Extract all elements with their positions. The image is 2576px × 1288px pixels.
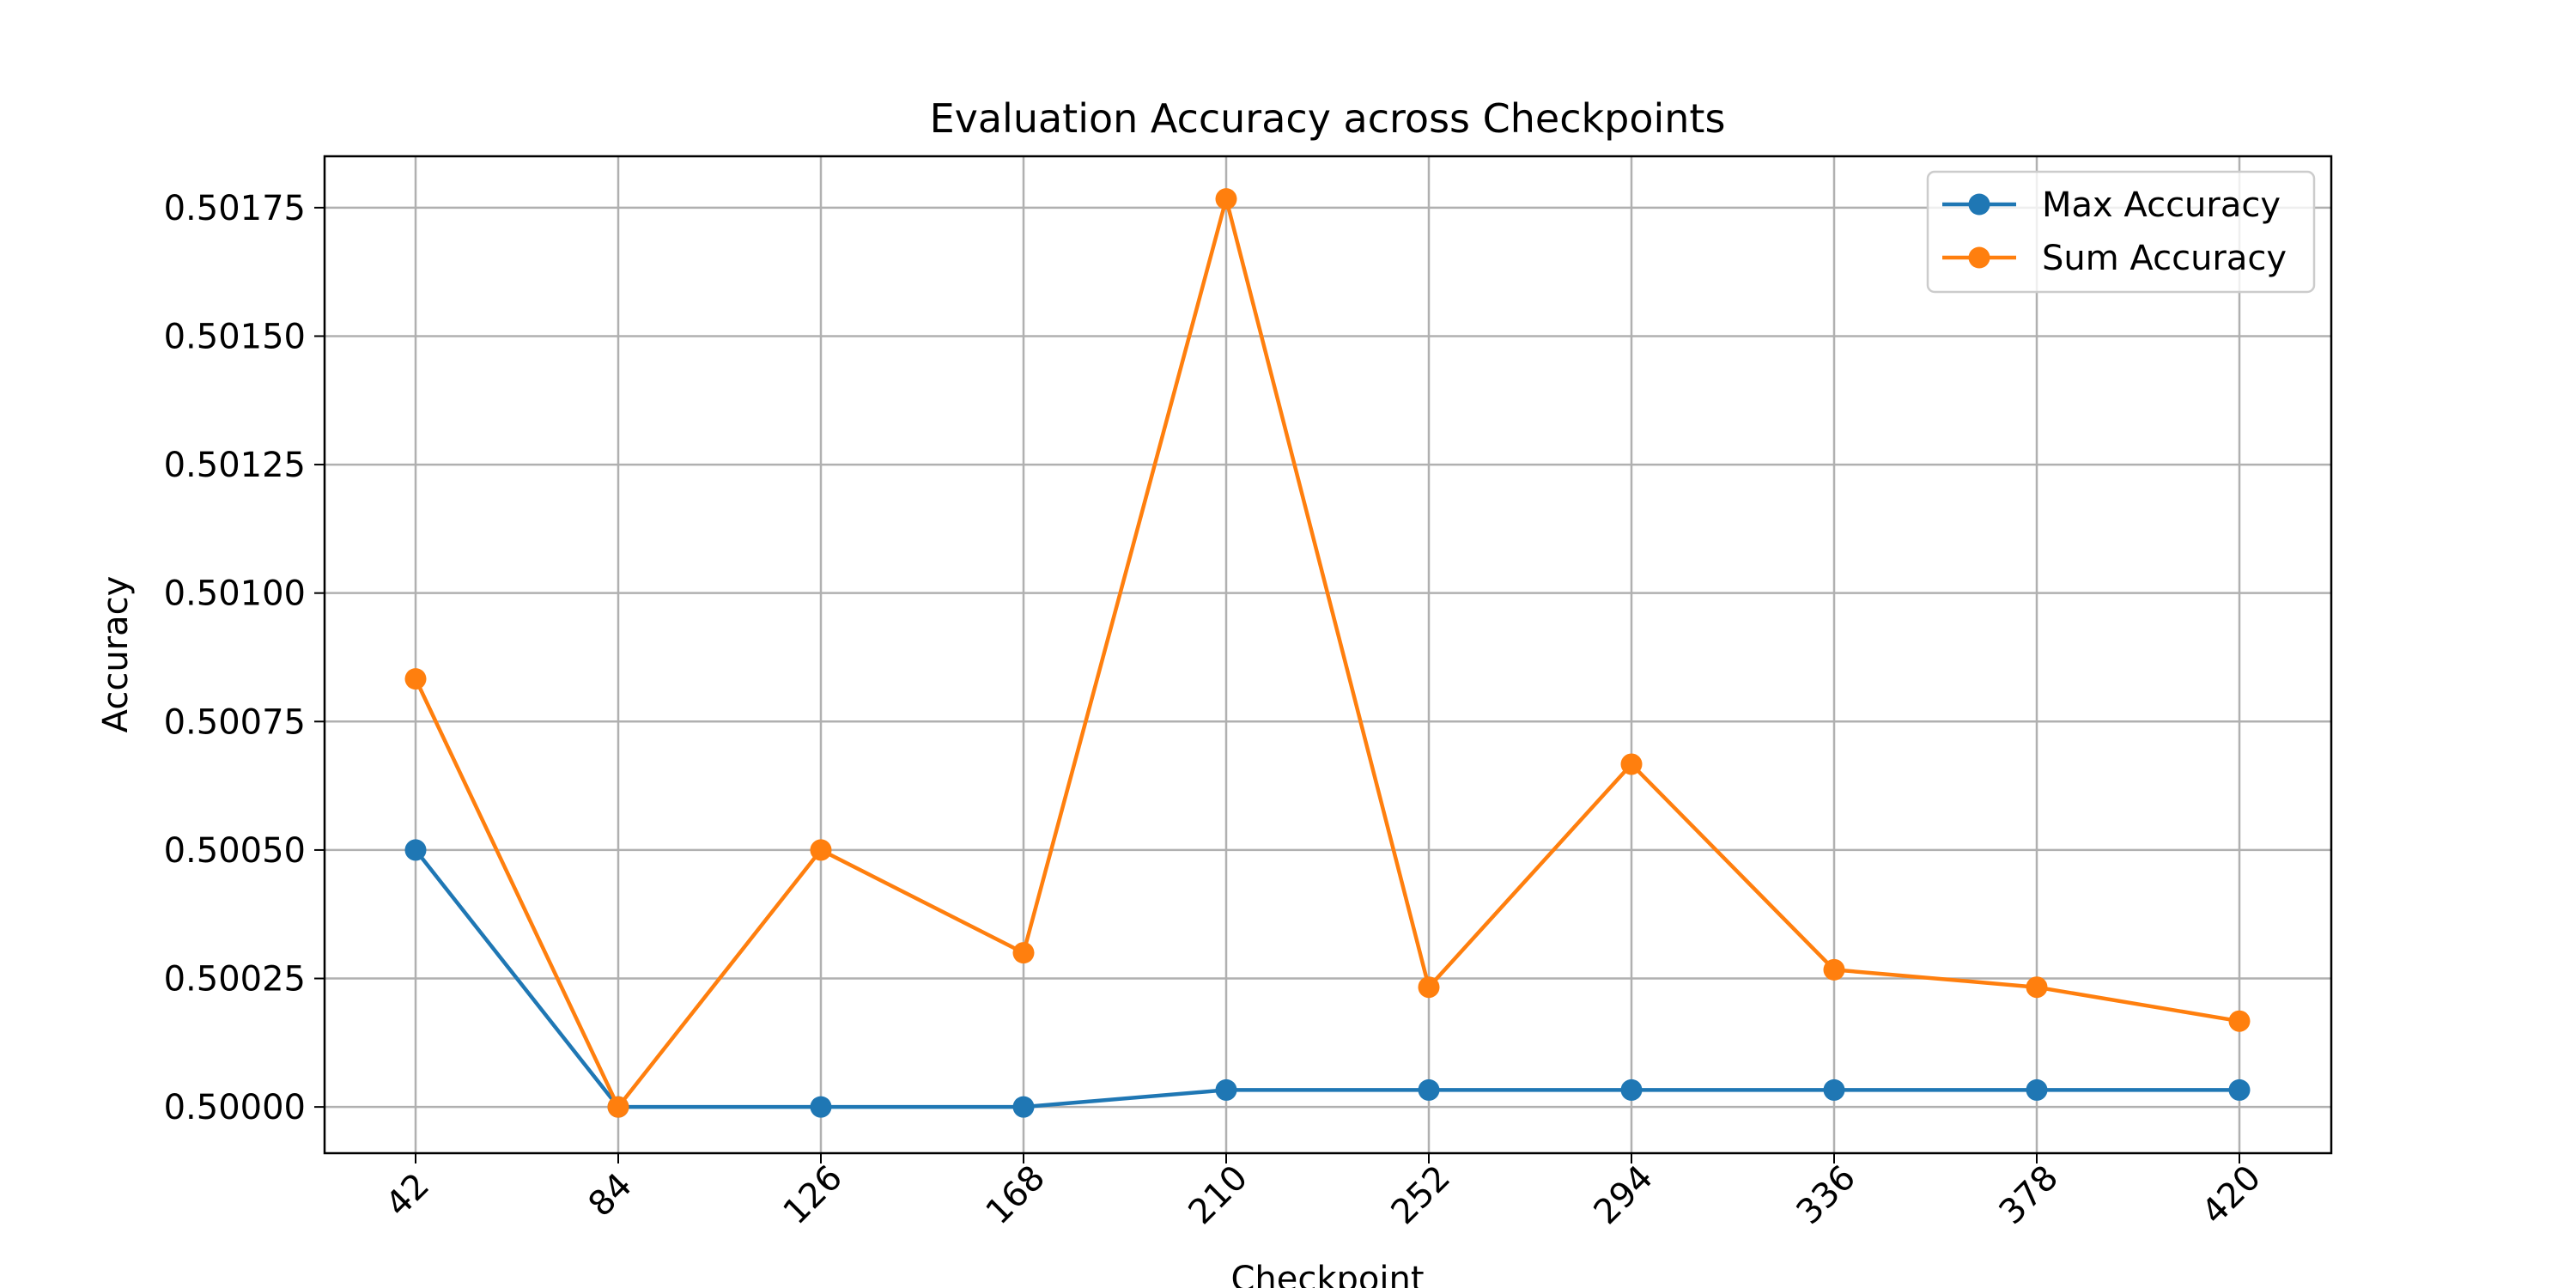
series-line xyxy=(413,197,2240,1109)
legend: Max Accuracy Sum Accuracy xyxy=(1926,170,2316,294)
data-point xyxy=(1620,753,1643,775)
data-point xyxy=(404,668,427,690)
x-axis: 42 84 126 168 210 252 294 336 378 420 xyxy=(379,1153,2269,1232)
x-tick-label: 252 xyxy=(1384,1158,1459,1233)
data-point xyxy=(607,1096,629,1118)
data-point xyxy=(1620,1078,1643,1101)
data-point xyxy=(1215,1078,1237,1101)
x-tick-label: 294 xyxy=(1587,1158,1662,1233)
y-tick-label: 0.50025 xyxy=(164,960,306,999)
x-tick-label: 84 xyxy=(581,1166,641,1225)
data-point xyxy=(2026,976,2048,999)
data-point xyxy=(2228,1010,2251,1032)
data-point xyxy=(2026,1078,2048,1101)
y-axis-title: Accuracy xyxy=(96,576,136,733)
x-tick-label: 42 xyxy=(379,1166,438,1225)
legend-item: Sum Accuracy xyxy=(1942,239,2287,278)
y-tick-label: 0.50125 xyxy=(164,446,306,485)
data-point xyxy=(810,839,832,861)
y-tick-label: 0.50000 xyxy=(164,1088,306,1127)
x-axis-title: Checkpoint xyxy=(1230,1260,1424,1288)
y-axis: 0.50000 0.50025 0.50050 0.50075 0.50100 0.501… xyxy=(164,189,325,1127)
data-point xyxy=(1215,188,1237,210)
plot-area-frame xyxy=(323,155,2333,1155)
data-point xyxy=(810,1096,832,1118)
series-sum-accuracy xyxy=(404,188,2251,1118)
x-tick-label: 420 xyxy=(2195,1158,2269,1233)
x-tick-label: 336 xyxy=(1789,1158,1864,1233)
x-tick-label: 378 xyxy=(1992,1158,2067,1233)
y-tick-label: 0.50150 xyxy=(164,317,306,356)
y-tick-label: 0.50050 xyxy=(164,831,306,871)
legend-marker xyxy=(1968,246,1990,269)
legend-item: Max Accuracy xyxy=(1942,185,2281,225)
legend-marker xyxy=(1968,193,1990,216)
legend-box xyxy=(1926,170,2316,294)
y-tick-label: 0.50075 xyxy=(164,702,306,742)
y-tick-label: 0.50100 xyxy=(164,574,306,614)
data-point xyxy=(1012,942,1035,964)
x-tick-label: 126 xyxy=(776,1158,851,1233)
data-point xyxy=(404,839,427,861)
legend-label: Max Accuracy xyxy=(2042,185,2281,225)
chart-title: Evaluation Accuracy across Checkpoints xyxy=(930,95,1726,142)
series-layer xyxy=(404,188,2251,1118)
x-tick-label: 168 xyxy=(979,1158,1054,1233)
data-point xyxy=(2228,1078,2251,1101)
data-point xyxy=(1418,976,1440,999)
x-tick-label: 210 xyxy=(1182,1158,1256,1233)
data-point xyxy=(1823,958,1845,981)
data-point xyxy=(1823,1078,1845,1101)
grid xyxy=(325,156,2331,1153)
data-point xyxy=(1418,1078,1440,1101)
y-tick-label: 0.50175 xyxy=(164,189,306,228)
legend-label: Sum Accuracy xyxy=(2042,239,2287,278)
data-point xyxy=(1012,1096,1035,1118)
series-line xyxy=(414,848,2239,1109)
